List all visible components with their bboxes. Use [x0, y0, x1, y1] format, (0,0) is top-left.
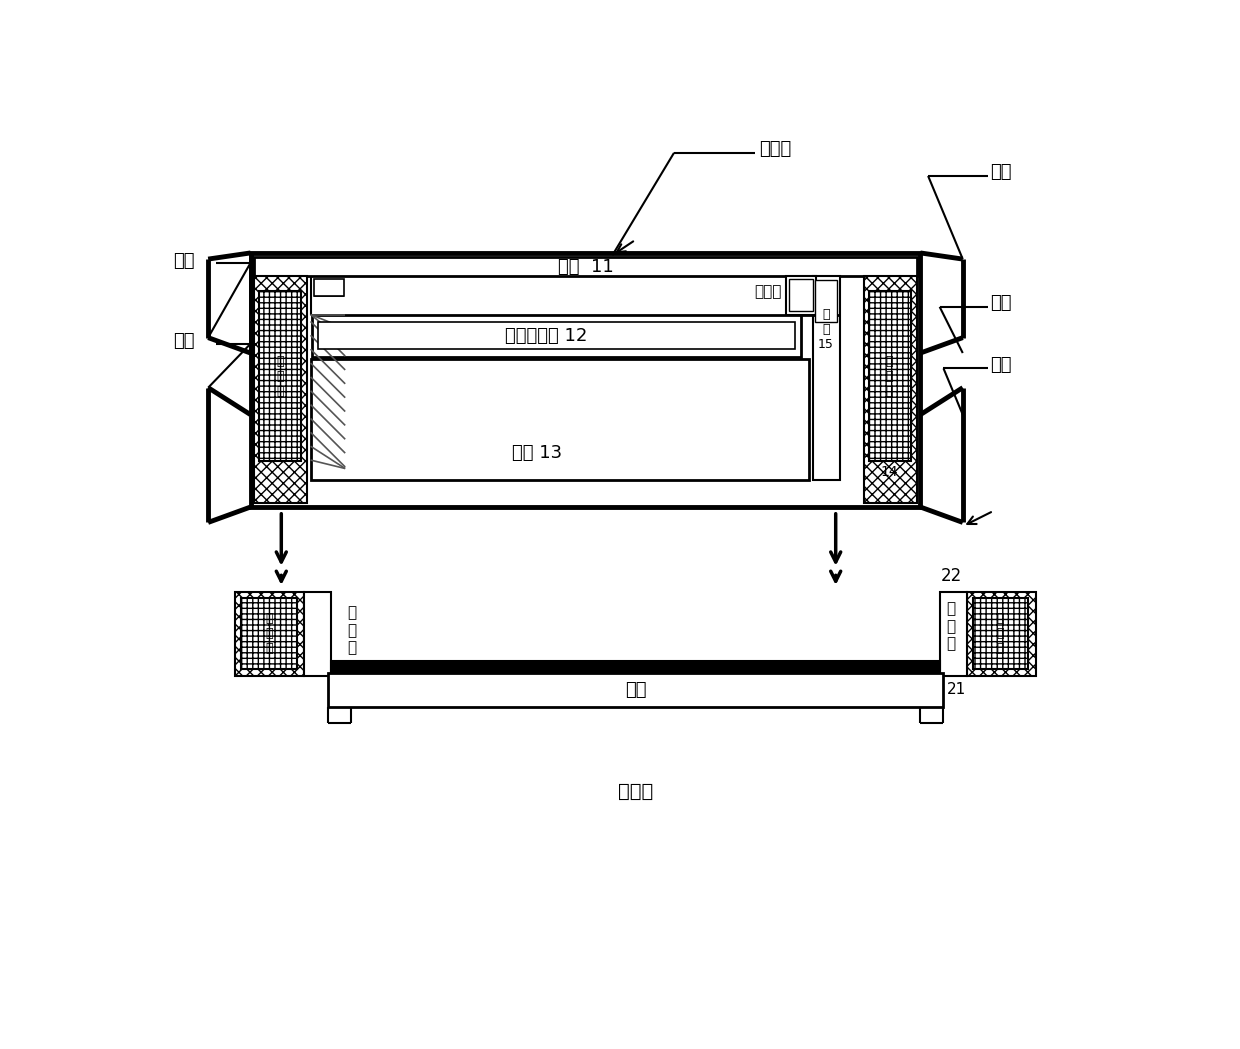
Bar	[312, 315, 801, 357]
Text: 镀镍: 镀镍	[174, 333, 195, 350]
Text: 22: 22	[941, 568, 962, 585]
Bar	[331, 661, 940, 672]
Bar	[254, 276, 306, 504]
Text: 塑胶圈: 塑胶圈	[754, 284, 781, 299]
Text: 弹
簧
针: 弹 簧 针	[347, 605, 356, 656]
Text: 镀镍: 镀镍	[174, 252, 195, 270]
Bar	[314, 279, 345, 296]
Bar	[789, 279, 813, 312]
Text: 弹
簧
针: 弹 簧 针	[946, 601, 956, 651]
Bar	[967, 592, 1035, 677]
Text: 传感器芯片 12: 传感器芯片 12	[505, 327, 587, 345]
Text: 基板 13: 基板 13	[512, 444, 563, 463]
Bar	[254, 257, 916, 276]
Bar	[310, 315, 345, 469]
Text: 镀镍: 镀镍	[990, 294, 1011, 312]
Text: 顶
针
15: 顶 针 15	[817, 308, 833, 351]
Bar	[812, 276, 839, 480]
Bar	[319, 322, 795, 349]
Bar	[259, 292, 301, 461]
Text: 磁
体
环: 磁 体 环	[265, 612, 273, 655]
Text: 底座: 底座	[990, 356, 1011, 373]
Text: 14: 14	[880, 465, 899, 478]
Text: 塑胶座: 塑胶座	[618, 783, 653, 801]
Bar	[864, 276, 916, 504]
Text: 镀镍: 镀镍	[990, 163, 1011, 181]
Bar	[786, 276, 816, 315]
Bar	[327, 672, 944, 707]
Text: 21: 21	[947, 682, 967, 697]
Bar	[972, 598, 1028, 668]
Bar	[304, 592, 331, 677]
Text: 磁
体
环: 磁 体 环	[277, 355, 284, 398]
Bar	[310, 359, 808, 480]
Text: 传感器: 传感器	[759, 140, 791, 158]
Bar	[236, 592, 304, 677]
Bar	[242, 598, 296, 668]
Text: 上盖  11: 上盖 11	[558, 258, 614, 276]
Bar	[940, 592, 967, 677]
Text: 磁
体
环: 磁 体 环	[997, 612, 1004, 655]
Text: 磁
体
环: 磁 体 环	[885, 355, 893, 398]
Bar	[815, 280, 837, 322]
Bar	[250, 253, 920, 507]
Text: 封胶: 封胶	[625, 681, 646, 699]
Bar	[869, 292, 911, 461]
Bar	[159, 584, 1112, 934]
Bar	[310, 315, 345, 469]
